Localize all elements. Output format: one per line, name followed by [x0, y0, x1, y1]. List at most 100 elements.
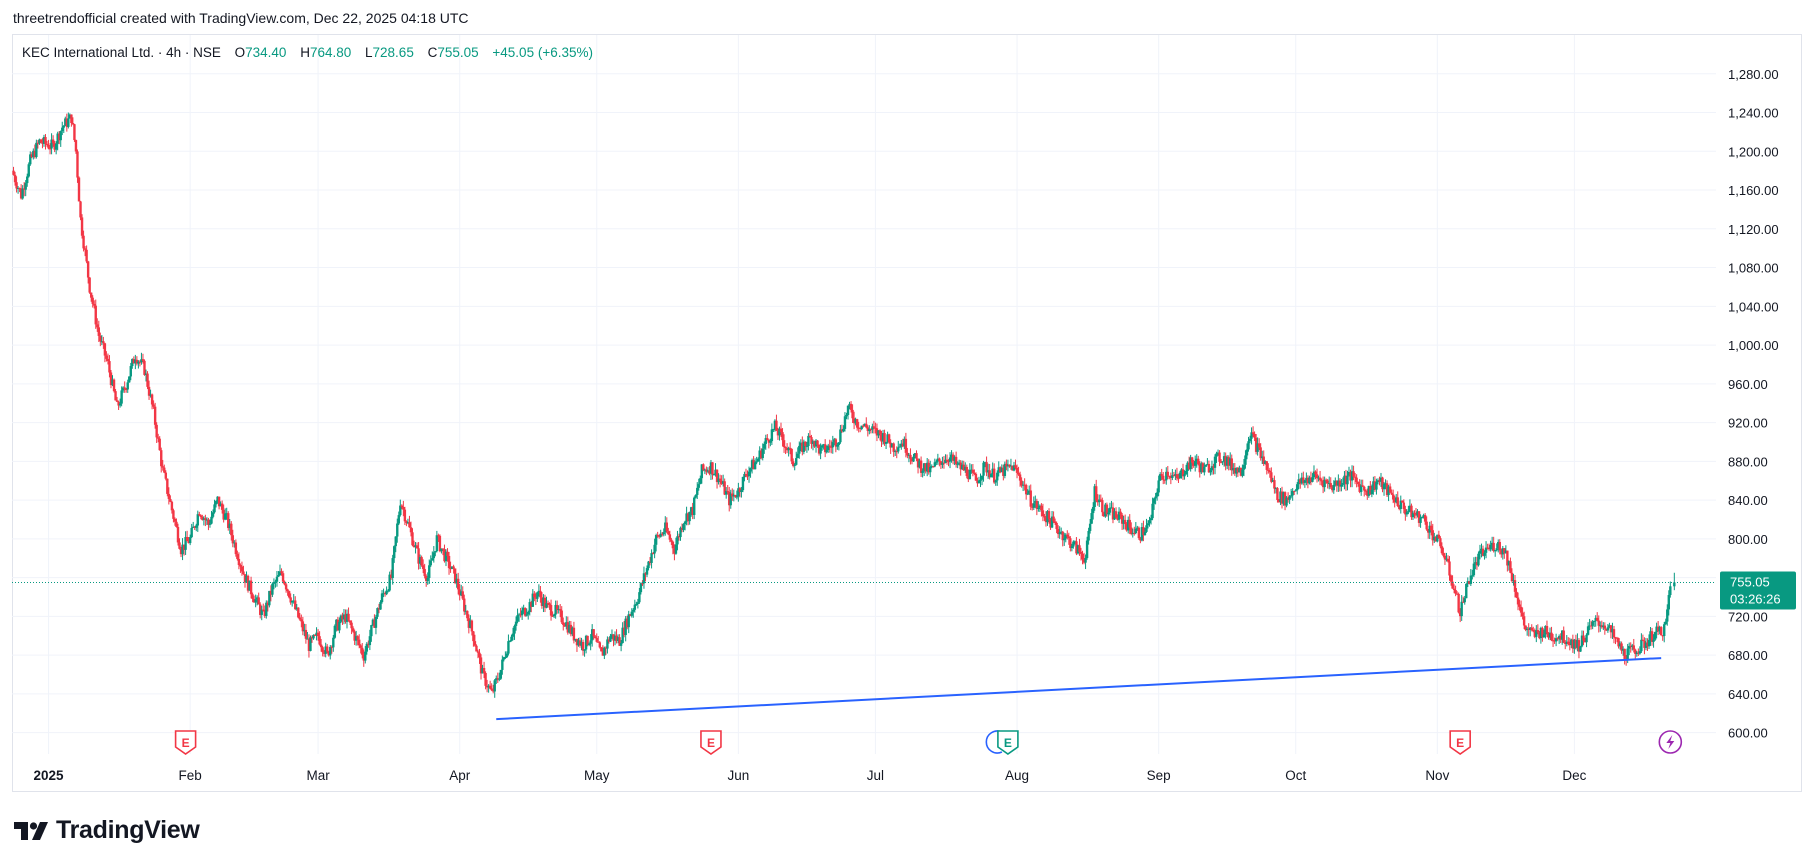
candle-body	[831, 442, 834, 448]
candle-body	[635, 603, 638, 605]
candle-body	[1663, 624, 1666, 636]
candle-body	[1428, 525, 1431, 533]
candle-body	[438, 535, 442, 552]
candle-body	[167, 493, 171, 499]
candle-body	[1410, 505, 1413, 518]
candle-body	[909, 454, 912, 459]
candle-body	[388, 574, 391, 591]
candle-body	[460, 591, 463, 596]
candle-body	[502, 657, 506, 660]
candle-body	[1081, 553, 1084, 560]
candle-body	[1035, 500, 1039, 509]
candle-body	[195, 525, 198, 528]
candle-body	[370, 625, 373, 637]
candle-body	[568, 624, 571, 633]
candle-body	[1338, 480, 1342, 487]
candle-body	[504, 657, 507, 659]
candle-body	[654, 535, 658, 545]
candle-body	[1309, 477, 1313, 482]
candle-body	[1574, 639, 1578, 648]
candle-body	[1556, 638, 1559, 640]
candle-body	[1250, 432, 1253, 439]
candle-body	[1098, 499, 1101, 503]
candle-body	[1559, 636, 1562, 640]
candle-body	[1288, 496, 1291, 500]
candle-body	[811, 441, 815, 444]
candle-body	[485, 685, 489, 688]
candle-body	[1160, 474, 1163, 476]
candle-body	[424, 576, 428, 581]
candle-body	[309, 637, 312, 651]
candle-body	[50, 139, 53, 149]
candle-body	[1204, 464, 1208, 467]
candle-body	[782, 440, 786, 448]
price-tick-label: 1,200.00	[1728, 144, 1779, 159]
candle-body	[1143, 531, 1147, 536]
symbol-legend[interactable]: KEC International Ltd. · 4h · NSE O734.4…	[22, 45, 593, 60]
candle-body	[562, 622, 565, 625]
candle-body	[476, 651, 480, 653]
candle-body	[1656, 626, 1660, 632]
candle-body	[41, 142, 44, 144]
candle-body	[1370, 490, 1374, 495]
candle-body	[997, 467, 1000, 473]
trendline[interactable]	[496, 657, 1662, 721]
candle-body	[805, 446, 809, 448]
candle-body	[443, 549, 446, 562]
candle-body	[115, 400, 119, 402]
candle-body	[726, 490, 729, 492]
candle-body	[799, 442, 803, 446]
candle-body	[464, 610, 467, 612]
candle-body	[434, 551, 437, 553]
tradingview-logo[interactable]: TradingView	[14, 816, 200, 845]
candle-body	[1265, 461, 1268, 470]
candle-body	[321, 647, 324, 653]
candle-body	[1011, 465, 1014, 471]
candle-body	[1422, 515, 1425, 517]
candle-body	[108, 361, 111, 373]
candle-body	[627, 614, 630, 628]
candle-body	[890, 443, 894, 448]
candle-body	[24, 183, 27, 190]
candle-body	[274, 581, 277, 583]
symbol-name[interactable]: KEC International Ltd. · 4h · NSE	[22, 45, 221, 60]
candle-body	[1267, 469, 1270, 471]
candle-body	[278, 571, 282, 576]
candle-body	[610, 634, 614, 636]
candle-body	[580, 641, 583, 646]
candle-body	[816, 440, 819, 445]
candle-body	[1171, 475, 1174, 479]
candle-body	[467, 618, 471, 628]
candle-body	[1331, 487, 1334, 491]
candle-body	[1146, 523, 1150, 526]
candle-body	[1492, 542, 1495, 552]
candle-body	[329, 646, 332, 656]
candle-body	[1056, 529, 1060, 535]
candle-body	[866, 427, 870, 432]
candle-body	[1190, 457, 1194, 463]
candle-body	[1509, 561, 1512, 573]
candle-body	[1120, 514, 1124, 524]
candle-body	[1579, 646, 1582, 652]
candle-body	[1486, 547, 1489, 549]
candle-body	[1233, 468, 1236, 474]
candle-body	[1609, 625, 1613, 633]
candle-body	[932, 466, 935, 468]
candle-body	[284, 584, 288, 590]
candle-body	[540, 597, 544, 607]
candle-body	[262, 609, 265, 611]
candle-body	[941, 462, 944, 465]
candle-body	[986, 470, 990, 473]
candle-body	[30, 154, 33, 158]
candle-body	[517, 614, 521, 616]
candle-body	[565, 622, 568, 627]
candle-body	[976, 480, 979, 484]
candle-body	[968, 469, 972, 480]
candle-body	[871, 426, 874, 430]
candle-body	[776, 430, 780, 436]
candle-body	[886, 434, 889, 442]
candle-body	[1270, 472, 1273, 482]
candle-body	[869, 429, 873, 431]
candle-body	[1321, 480, 1325, 488]
